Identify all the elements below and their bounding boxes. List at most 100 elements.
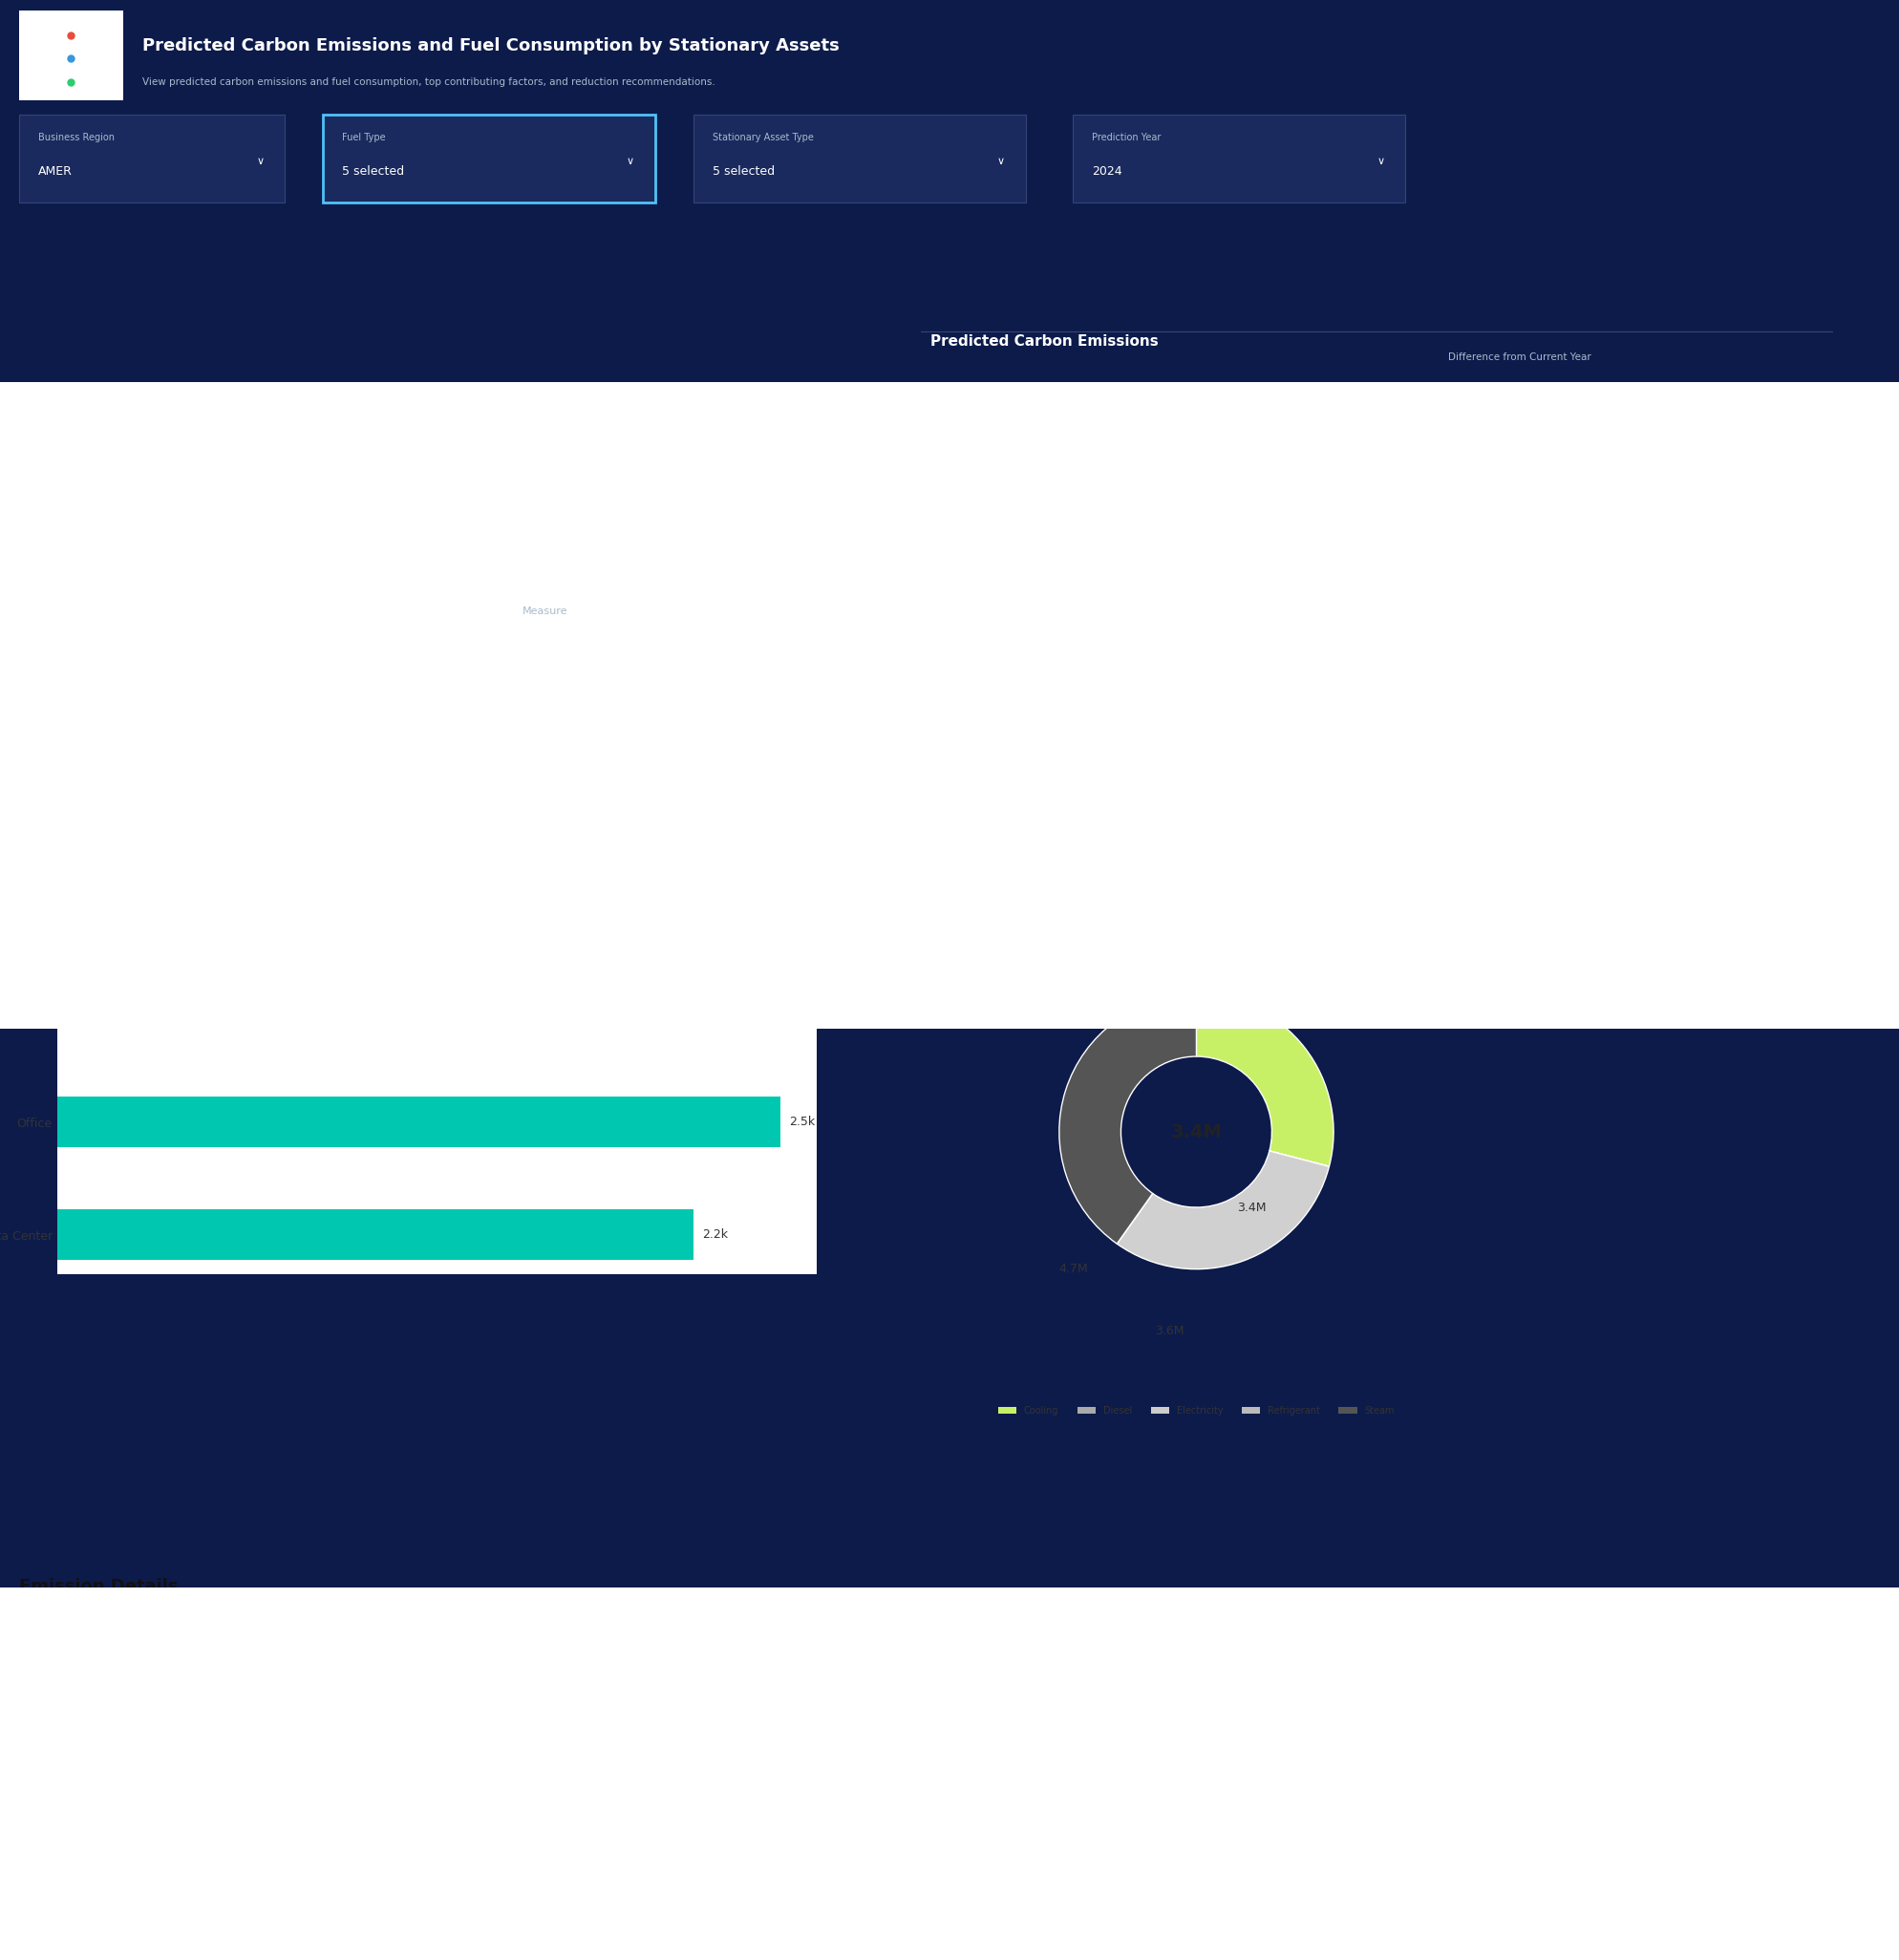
Text: -: - bbox=[1020, 1813, 1024, 1823]
Text: 11.6M: 11.6M bbox=[950, 406, 1088, 445]
Text: KtCO2e: KtCO2e bbox=[1168, 416, 1246, 435]
Text: 2.2k: 2.2k bbox=[703, 1229, 727, 1241]
Text: 0phB0000000CaxPIAS: 0phB0000000CaxPIAS bbox=[28, 1895, 139, 1903]
Text: Allocated Renewable Energy: Allocated Renewable Energy bbox=[38, 951, 313, 966]
Legend: Cooling, Diesel, Electricity, Refrigerant, Steam: Cooling, Diesel, Electricity, Refrigeran… bbox=[995, 1401, 1398, 1419]
Text: Sum of Allocated Renewable Energy (kWh): Sum of Allocated Renewable Energy (kWh) bbox=[1350, 1652, 1557, 1662]
Text: 0: 0 bbox=[737, 894, 743, 904]
Bar bbox=[114, 563, 192, 911]
Bar bbox=[1656, 1678, 1821, 1717]
Text: 0phB0000000CarwIAC: 0phB0000000CarwIAC bbox=[28, 1774, 139, 1784]
Bar bbox=[1341, 1880, 1652, 1919]
Bar bbox=[708, 1678, 1039, 1717]
Text: 222k: 222k bbox=[649, 878, 676, 888]
Text: 0phB0000000CaogIAC: 0phB0000000CaogIAC bbox=[28, 1693, 141, 1701]
Text: 0: 0 bbox=[1316, 1733, 1322, 1742]
Text: 395: 395 bbox=[950, 629, 1033, 670]
Text: AMER: AMER bbox=[38, 167, 72, 178]
Bar bbox=[708, 1758, 1039, 1799]
Text: 79: 79 bbox=[1626, 1854, 1639, 1864]
Wedge shape bbox=[1117, 1151, 1329, 1268]
Text: -: - bbox=[1318, 1693, 1322, 1701]
Text: 0.08: 0.08 bbox=[667, 1813, 689, 1823]
Title: Allocated Renewable Energy (kWh): Allocated Renewable Energy (kWh) bbox=[332, 955, 541, 966]
FancyBboxPatch shape bbox=[19, 10, 123, 100]
Text: Emission Details: Emission Details bbox=[19, 1578, 179, 1595]
Text: Assets: Assets bbox=[1111, 643, 1155, 657]
Bar bbox=[708, 1637, 1039, 1678]
Text: -: - bbox=[1318, 1813, 1322, 1823]
Text: ∨: ∨ bbox=[817, 639, 824, 647]
Bar bbox=[1043, 1880, 1337, 1919]
Text: Top Contributors: Top Contributors bbox=[931, 735, 1056, 749]
Text: 0: 0 bbox=[1631, 1774, 1639, 1784]
Text: Difference from Current Year: Difference from Current Year bbox=[1447, 353, 1591, 363]
Bar bbox=[1341, 1799, 1652, 1838]
Bar bbox=[391, 1799, 705, 1838]
Text: -98.84%: -98.84% bbox=[1538, 441, 1618, 459]
Bar bbox=[391, 1838, 705, 1880]
Text: -: - bbox=[1020, 1854, 1024, 1864]
Bar bbox=[708, 1838, 1039, 1880]
Text: Fuel Type: Fuel Type bbox=[342, 133, 385, 143]
Text: 2.2k: 2.2k bbox=[218, 894, 241, 904]
Text: 0phB0000000CarIIAS: 0phB0000000CarIIAS bbox=[28, 1854, 133, 1864]
Text: 3.6M: 3.6M bbox=[1155, 1325, 1185, 1337]
Text: 253.19: 253.19 bbox=[989, 1733, 1024, 1742]
Bar bbox=[19, 1758, 387, 1799]
Wedge shape bbox=[1060, 996, 1196, 1245]
Wedge shape bbox=[1269, 1151, 1329, 1166]
Bar bbox=[391, 1717, 705, 1758]
Bar bbox=[1656, 1637, 1821, 1678]
Bar bbox=[708, 1717, 1039, 1758]
Bar bbox=[391, 1880, 705, 1919]
Bar bbox=[1341, 1678, 1652, 1717]
Text: Stationary Asset Type: Stationary Asset Type bbox=[801, 1004, 908, 1013]
Text: Supplied CO2e Emissions Factor: Supplied CO2e Emissions Factor bbox=[1052, 1652, 1208, 1662]
Bar bbox=[1043, 1758, 1337, 1799]
Bar bbox=[19, 1637, 387, 1678]
Bar bbox=[1656, 1880, 1821, 1919]
Bar bbox=[1341, 1637, 1652, 1678]
Bar bbox=[391, 1637, 705, 1678]
Text: Recommendations to Reduce Emissions: Recommendations to Reduce Emissions bbox=[931, 935, 1227, 949]
Text: Market-Based CO2e Emissions Rate
(tonnes/MWh): Market-Based CO2e Emissions Rate (tonnes… bbox=[401, 1648, 573, 1666]
Bar bbox=[1656, 1799, 1821, 1838]
Text: Business Region: Business Region bbox=[38, 133, 114, 143]
Text: 0.08: 0.08 bbox=[667, 1733, 689, 1742]
Text: 3.4M: 3.4M bbox=[1170, 1123, 1223, 1141]
Bar bbox=[625, 896, 701, 911]
Text: -: - bbox=[1318, 1854, 1322, 1864]
Y-axis label: Predicted Carbon Emissions (KtCO2e): Predicted Carbon Emissions (KtCO2e) bbox=[6, 576, 13, 737]
Wedge shape bbox=[1117, 1194, 1153, 1245]
Text: Country:US,Maximum Yearly Day Temperature:88: Country:US,Maximum Yearly Day Temperatur… bbox=[965, 778, 1210, 788]
Text: ∨: ∨ bbox=[627, 157, 634, 167]
Text: 0: 0 bbox=[1631, 1895, 1639, 1903]
Text: 0: 0 bbox=[66, 1004, 74, 1015]
Text: 2024: 2024 bbox=[1092, 167, 1122, 178]
Text: ▽: ▽ bbox=[1472, 441, 1483, 459]
Text: 0: 0 bbox=[1631, 1813, 1639, 1823]
Bar bbox=[708, 1880, 1039, 1919]
Text: Predicted Carbon Emissions: Predicted Carbon Emissions bbox=[931, 333, 1158, 349]
Text: CO2e Emissions Factor (tCO2e/MWh): CO2e Emissions Factor (tCO2e/MWh) bbox=[718, 1652, 894, 1662]
Text: 0.08: 0.08 bbox=[667, 1854, 689, 1864]
Text: 6.6M: 6.6M bbox=[395, 414, 422, 423]
Text: 2.5k: 2.5k bbox=[790, 1115, 815, 1129]
FancyBboxPatch shape bbox=[1073, 114, 1405, 204]
Text: Fuel Types: Fuel Types bbox=[1153, 907, 1240, 921]
Text: 0phB0000000CauTIAS: 0phB0000000CauTIAS bbox=[28, 1733, 139, 1742]
Text: -: - bbox=[1020, 1693, 1024, 1701]
Text: Predicted Carbon Emissions and Fuel Consumption by Stationary Assets: Predicted Carbon Emissions and Fuel Cons… bbox=[142, 37, 839, 55]
Text: 253.19: 253.19 bbox=[989, 1774, 1024, 1784]
Bar bbox=[1656, 1758, 1821, 1799]
Text: ∨: ∨ bbox=[1377, 157, 1384, 167]
Text: 5 selected: 5 selected bbox=[712, 167, 775, 178]
Text: 0: 0 bbox=[1316, 1774, 1322, 1784]
Bar bbox=[1043, 1678, 1337, 1717]
Wedge shape bbox=[1196, 996, 1333, 1166]
FancyBboxPatch shape bbox=[693, 114, 1025, 204]
Text: Stationary Asset Type: Stationary Asset Type bbox=[712, 133, 813, 143]
Bar bbox=[57, 1098, 780, 1147]
Bar bbox=[1043, 1838, 1337, 1880]
